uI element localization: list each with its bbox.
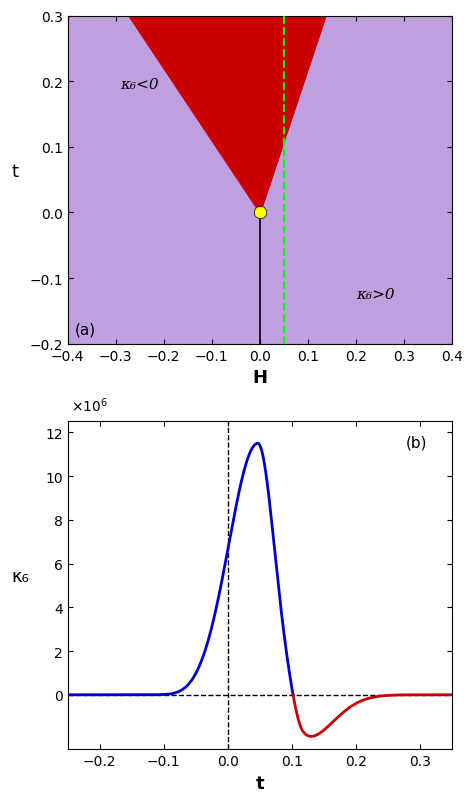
Y-axis label: κ₆: κ₆ (11, 568, 29, 585)
Text: $\times 10^6$: $\times 10^6$ (72, 397, 108, 415)
Text: (b): (b) (406, 435, 428, 450)
Text: κ₆<0: κ₆<0 (120, 78, 159, 92)
Point (256, 207, 264, 220)
X-axis label: t: t (255, 774, 264, 792)
Text: κ₆>0: κ₆>0 (356, 287, 394, 301)
Text: (a): (a) (75, 323, 96, 337)
X-axis label: H: H (252, 369, 267, 387)
Y-axis label: t: t (12, 162, 18, 181)
